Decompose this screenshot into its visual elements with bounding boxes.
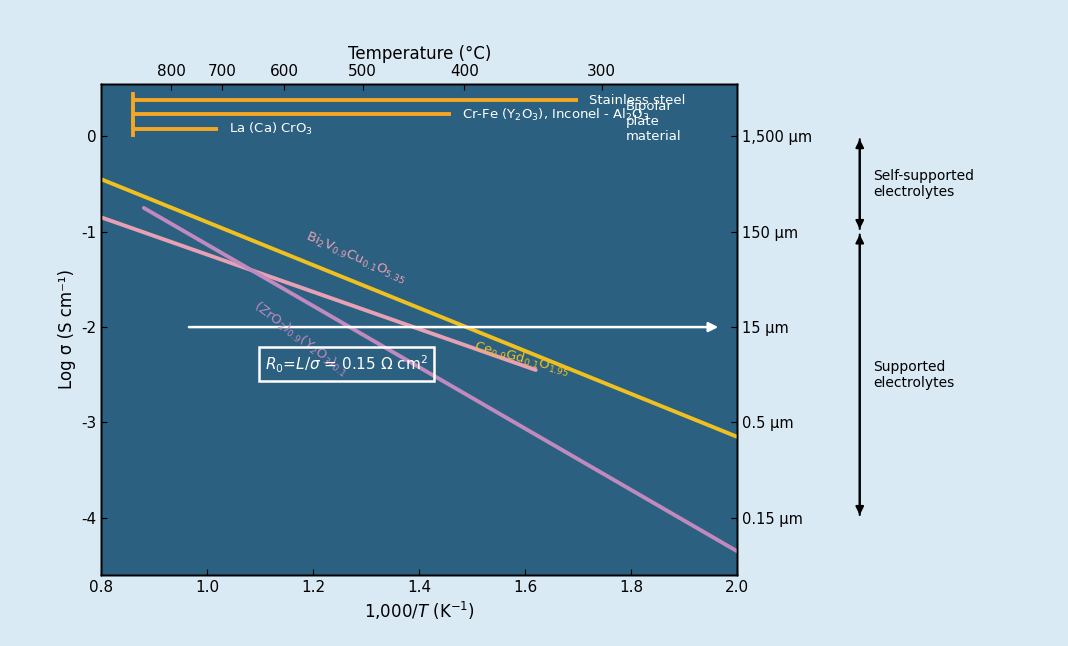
Text: Bipolar
plate
material: Bipolar plate material xyxy=(626,100,681,143)
Text: Bi$_2$V$_{0.9}$Cu$_{0.1}$O$_{5.35}$: Bi$_2$V$_{0.9}$Cu$_{0.1}$O$_{5.35}$ xyxy=(302,228,408,287)
Text: $R_0$=$L$/$\sigma$ = 0.15 Ω cm$^2$: $R_0$=$L$/$\sigma$ = 0.15 Ω cm$^2$ xyxy=(265,353,427,375)
Y-axis label: Log σ (S cm⁻¹): Log σ (S cm⁻¹) xyxy=(58,269,76,390)
Text: La (Ca) CrO$_3$: La (Ca) CrO$_3$ xyxy=(229,121,313,137)
X-axis label: 1,000/$\it{T}$ (K$^{-1}$): 1,000/$\it{T}$ (K$^{-1}$) xyxy=(364,600,474,623)
Text: (ZrO$_2$)$_{0.9}$(Y$_2$O$_3$)$_{0.1}$: (ZrO$_2$)$_{0.9}$(Y$_2$O$_3$)$_{0.1}$ xyxy=(250,298,351,379)
Text: Supported
electrolytes: Supported electrolytes xyxy=(874,360,955,390)
Text: Cr-Fe (Y$_2$O$_3$), Inconel - Al$_2$O$_3$: Cr-Fe (Y$_2$O$_3$), Inconel - Al$_2$O$_3… xyxy=(461,107,649,123)
Text: Ce$_{0.9}$Gd$_{0.1}$O$_{1.95}$: Ce$_{0.9}$Gd$_{0.1}$O$_{1.95}$ xyxy=(472,339,571,379)
X-axis label: Temperature (°C): Temperature (°C) xyxy=(347,45,491,63)
Text: Self-supported
electrolytes: Self-supported electrolytes xyxy=(874,169,975,199)
Text: Stainless steel: Stainless steel xyxy=(588,94,685,107)
